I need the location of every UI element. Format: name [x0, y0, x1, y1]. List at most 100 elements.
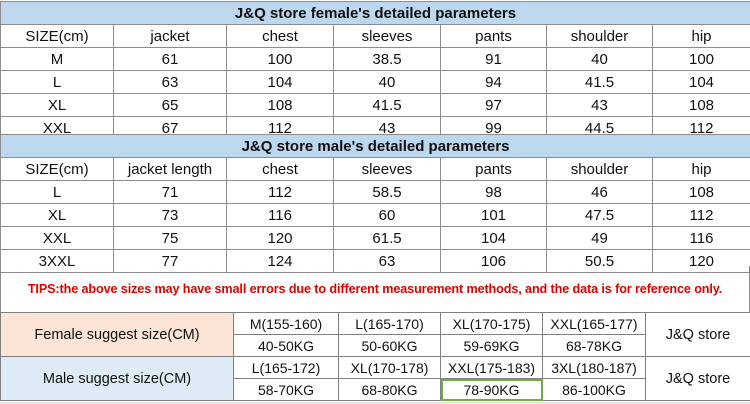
female-parameters-table: J&Q store female's detailed parameters S…: [0, 1, 750, 140]
male-size-xxl: XXL(175-183): [440, 356, 543, 379]
table-cell: 101: [440, 203, 547, 227]
table-cell: 91: [440, 47, 547, 71]
header-hip: hip: [651, 24, 750, 48]
table-cell: 71: [113, 180, 227, 204]
female-size-xxl: XXL(165-177): [542, 312, 646, 335]
table-cell: 41.5: [333, 93, 441, 117]
size-cell: XL: [0, 203, 114, 227]
table-cell: 63: [333, 249, 441, 273]
table-cell: 60: [333, 203, 441, 227]
male-parameters-table: J&Q store male's detailed parameters SIZ…: [0, 134, 750, 273]
header-size: SIZE(cm): [0, 157, 114, 181]
table-cell: 108: [651, 180, 750, 204]
size-cell: 3XXL: [0, 249, 114, 273]
table-cell: 100: [226, 47, 334, 71]
header-chest: chest: [226, 157, 334, 181]
female-header-row: SIZE(cm) jacket chest sleeves pants shou…: [0, 24, 750, 48]
table-cell: 104: [440, 226, 547, 250]
size-cell: L: [0, 180, 114, 204]
male-size-l: L(165-172): [233, 356, 339, 379]
header-shoulder: shoulder: [546, 24, 653, 48]
female-suggest-row-weights: 40-50KG 50-60KG 59-69KG 68-78KG: [1, 334, 750, 357]
table-cell: 104: [651, 70, 750, 94]
table-cell: 43: [546, 93, 653, 117]
table-cell: 40: [333, 70, 441, 94]
female-weight-l: 50-60KG: [338, 334, 441, 357]
size-cell: L: [0, 70, 114, 94]
header-jacket-length: jacket length: [113, 157, 227, 181]
table-cell: 49: [546, 226, 653, 250]
table-cell: 63: [113, 70, 227, 94]
table-cell: 116: [226, 203, 334, 227]
male-header-row: SIZE(cm) jacket length chest sleeves pan…: [0, 157, 750, 181]
table-cell: 106: [440, 249, 547, 273]
table-cell: 104: [226, 70, 334, 94]
male-table-title-row: J&Q store male's detailed parameters: [0, 134, 750, 158]
female-weight-xl: 59-69KG: [440, 334, 543, 357]
table-cell: 97: [440, 93, 547, 117]
female-size-l: L(165-170): [338, 312, 441, 335]
size-cell: XXL: [0, 226, 114, 250]
female-size-m: M(155-160): [233, 312, 339, 335]
table-cell: 41.5: [546, 70, 653, 94]
table-cell: 120: [651, 249, 750, 273]
header-hip: hip: [651, 157, 750, 181]
female-table-title-row: J&Q store female's detailed parameters: [0, 1, 750, 25]
table-cell: 120: [226, 226, 334, 250]
table-row: M 61 100 38.5 91 40 100: [0, 47, 750, 71]
table-cell: 61: [113, 47, 227, 71]
table-cell: 50.5: [546, 249, 653, 273]
size-cell: XL: [0, 93, 114, 117]
table-cell: 38.5: [333, 47, 441, 71]
header-pants: pants: [440, 24, 547, 48]
bottom-divider: [0, 402, 750, 404]
table-cell: 108: [226, 93, 334, 117]
female-size-xl: XL(170-175): [440, 312, 543, 335]
table-row: XXL 75 120 61.5 104 49 116: [0, 226, 750, 250]
header-chest: chest: [226, 24, 334, 48]
table-cell: 100: [651, 47, 750, 71]
table-cell: 77: [113, 249, 227, 273]
male-suggest-row-sizes: Male suggest size(CM) L(165-172) XL(170-…: [0, 356, 750, 401]
header-sleeves: sleeves: [333, 157, 441, 181]
female-weight-xxl: 68-78KG: [542, 334, 646, 357]
table-cell: 112: [226, 180, 334, 204]
table-cell: 124: [226, 249, 334, 273]
header-size: SIZE(cm): [0, 24, 114, 48]
table-cell: 65: [113, 93, 227, 117]
tips-text: TIPS:the above sizes may have small erro…: [27, 282, 723, 296]
header-shoulder: shoulder: [546, 157, 653, 181]
table-cell: 112: [651, 203, 750, 227]
table-row: XL 73 116 60 101 47.5 112: [0, 203, 750, 227]
male-weight-l: 58-70KG: [233, 378, 339, 401]
table-cell: 75: [113, 226, 227, 250]
male-weight-3xl: 86-100KG: [542, 378, 646, 401]
tips-banner: TIPS:the above sizes may have small erro…: [0, 266, 750, 312]
table-cell: 40: [546, 47, 653, 71]
female-weight-m: 40-50KG: [233, 334, 339, 357]
table-cell: 73: [113, 203, 227, 227]
table-row: 3XXL 77 124 63 106 50.5 120: [0, 249, 750, 273]
table-row: XL 65 108 41.5 97 43 108: [0, 93, 750, 117]
female-suggest-row-sizes: Female suggest size(CM) M(155-160) L(165…: [0, 312, 750, 357]
table-row: L 71 112 58.5 98 46 108: [0, 180, 750, 204]
table-cell: 58.5: [333, 180, 441, 204]
header-jacket: jacket: [113, 24, 227, 48]
table-cell: 46: [546, 180, 653, 204]
table-cell: 116: [651, 226, 750, 250]
female-store-label: J&Q store: [645, 312, 750, 357]
male-weight-xl: 68-80KG: [338, 378, 441, 401]
table-cell: 98: [440, 180, 547, 204]
table-cell: 94: [440, 70, 547, 94]
suggest-size-table: Female suggest size(CM) M(155-160) L(165…: [0, 312, 750, 401]
male-size-xl: XL(170-178): [338, 356, 441, 379]
header-sleeves: sleeves: [333, 24, 441, 48]
male-size-3xl: 3XL(180-187): [542, 356, 646, 379]
table-cell: 108: [651, 93, 750, 117]
table-cell: 47.5: [546, 203, 653, 227]
male-weight-xxl-highlighted[interactable]: 78-90KG: [440, 378, 543, 401]
male-suggest-label: Male suggest size(CM): [0, 356, 234, 401]
table-cell: 61.5: [333, 226, 441, 250]
male-suggest-row-weights: 58-70KG 68-80KG 78-90KG 86-100KG: [1, 378, 750, 401]
